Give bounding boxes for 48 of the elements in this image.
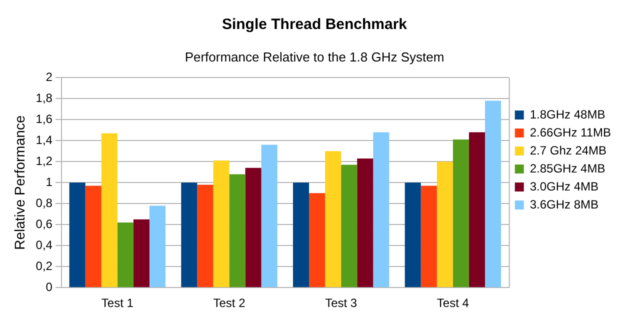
bar bbox=[101, 133, 118, 288]
bar bbox=[245, 168, 262, 288]
bar bbox=[468, 132, 485, 288]
chart-subtitle: Performance Relative to the 1.8 GHz System bbox=[184, 49, 444, 64]
bar bbox=[213, 160, 230, 288]
y-axis-title: Relative Performance bbox=[11, 115, 28, 250]
legend-label: 2.85GHz 4MB bbox=[530, 161, 606, 176]
bar bbox=[404, 182, 421, 288]
bar bbox=[452, 140, 469, 288]
y-tick-label: 1,2 bbox=[36, 154, 53, 168]
legend-label: 2.66GHz 11MB bbox=[530, 125, 612, 140]
y-tick-label: 1,4 bbox=[36, 132, 53, 147]
bar bbox=[197, 184, 214, 288]
bar bbox=[357, 158, 374, 288]
bar bbox=[309, 193, 326, 288]
y-tick-label: 0,8 bbox=[36, 196, 53, 210]
x-tick-label: Test 1 bbox=[101, 296, 134, 310]
bar bbox=[85, 186, 102, 288]
bar bbox=[436, 162, 453, 288]
chart-title: Single Thread Benchmark bbox=[222, 16, 408, 34]
bar bbox=[181, 182, 198, 288]
bar bbox=[229, 174, 246, 288]
bar bbox=[133, 219, 150, 288]
x-tick-label: Test 3 bbox=[325, 296, 358, 310]
y-tick-label: 1,8 bbox=[36, 90, 53, 105]
legend-label: 1.8GHz 48MB bbox=[530, 107, 606, 122]
y-tick-label: 0,2 bbox=[36, 258, 53, 273]
bar bbox=[325, 151, 342, 288]
y-tick-label: 0,6 bbox=[36, 216, 53, 231]
bar bbox=[341, 164, 358, 288]
bar bbox=[261, 144, 278, 288]
y-tick-label: 1 bbox=[46, 174, 53, 189]
bar bbox=[149, 206, 166, 288]
legend-label: 3.6GHz 8MB bbox=[530, 197, 599, 212]
bar bbox=[292, 182, 310, 288]
bar bbox=[69, 182, 86, 288]
bar bbox=[484, 100, 502, 288]
y-tick-label: 2 bbox=[46, 70, 53, 84]
bar bbox=[117, 222, 134, 288]
x-tick-label: Test 4 bbox=[436, 296, 470, 310]
y-tick-label: 0 bbox=[46, 280, 53, 294]
bar bbox=[420, 186, 437, 288]
x-tick-label: Test 2 bbox=[213, 296, 246, 310]
legend-label: 2.7 Ghz 24MB bbox=[530, 143, 607, 158]
bar bbox=[373, 132, 390, 288]
legend-label: 3.0GHz 4MB bbox=[530, 179, 599, 194]
y-tick-label: 0,4 bbox=[36, 238, 53, 252]
y-tick-label: 1,6 bbox=[36, 112, 53, 126]
